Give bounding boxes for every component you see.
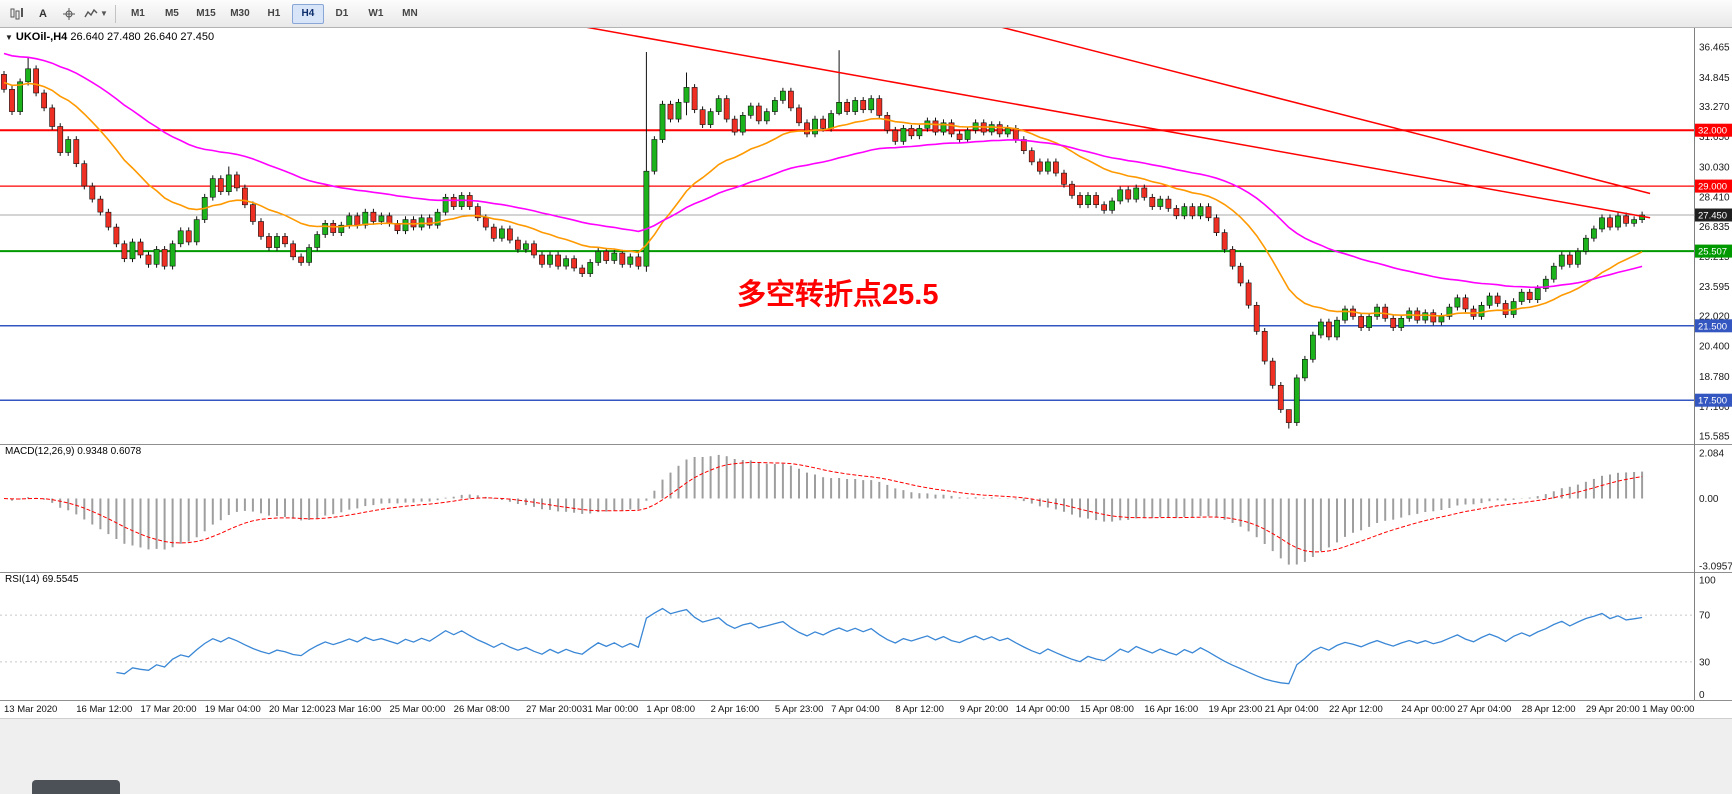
price-pane: ▼ UKOil-,H4 26.640 27.480 26.640 27.450 多… bbox=[0, 28, 1732, 444]
time-axis-label: 8 Apr 12:00 bbox=[895, 704, 944, 715]
taskbar-tab[interactable] bbox=[32, 780, 120, 794]
svg-text:30: 30 bbox=[1699, 657, 1711, 668]
svg-text:31.650: 31.650 bbox=[1699, 132, 1730, 143]
time-axis-label: 14 Apr 00:00 bbox=[1015, 704, 1070, 715]
time-axis-label: 17 Mar 20:00 bbox=[140, 704, 197, 715]
timeframe-group: M1 M5 M15 M30 H1 H4 D1 W1 MN bbox=[121, 3, 427, 24]
autoscroll-button[interactable]: A bbox=[39, 7, 47, 20]
svg-text:27.450: 27.450 bbox=[1698, 211, 1727, 222]
svg-text:30.030: 30.030 bbox=[1699, 162, 1730, 173]
time-axis-label: 15 Apr 08:00 bbox=[1080, 704, 1134, 715]
svg-text:23.595: 23.595 bbox=[1699, 282, 1730, 293]
svg-text:25.507: 25.507 bbox=[1698, 247, 1727, 258]
svg-text:70: 70 bbox=[1699, 611, 1711, 622]
time-axis[interactable]: 13 Mar 2020 16 Mar 12:00 17 Mar 20:00 19 Ma… bbox=[0, 700, 1732, 718]
macd-pane: MACD(12,26,9) 0.9348 0.6078 2.084 0.00 -3.… bbox=[0, 444, 1732, 572]
timeframe-button-m5[interactable]: M5 bbox=[164, 8, 179, 19]
time-axis-label: 2 Apr 16:00 bbox=[710, 704, 760, 715]
time-axis-label: 27 Mar 20:00 bbox=[525, 704, 582, 715]
time-axis-label: 1 Apr 08:00 bbox=[646, 704, 695, 715]
svg-text:36.465: 36.465 bbox=[1699, 43, 1730, 54]
toolbar-separator bbox=[114, 4, 116, 23]
time-axis-label: 20 Mar 12:00 bbox=[268, 704, 325, 715]
time-axis-label: 22 Apr 12:00 bbox=[1328, 704, 1383, 715]
svg-text:22.020: 22.020 bbox=[1699, 312, 1730, 323]
svg-text:18.780: 18.780 bbox=[1699, 372, 1730, 383]
rsi-chart-canvas[interactable]: 100 70 30 0 bbox=[0, 572, 1732, 700]
triangle-down-icon: ▼ bbox=[5, 33, 13, 42]
svg-text:21.500: 21.500 bbox=[1698, 321, 1727, 332]
svg-text:26.835: 26.835 bbox=[1699, 222, 1730, 233]
chart-window-icon[interactable] bbox=[5, 3, 29, 25]
svg-text:100: 100 bbox=[1699, 576, 1716, 587]
time-axis-label: 26 Mar 08:00 bbox=[453, 704, 510, 715]
ohlc-values: 26.640 27.480 26.640 27.450 bbox=[70, 31, 215, 43]
time-axis-label: 29 Apr 20:00 bbox=[1585, 704, 1640, 715]
time-axis-label: 27 Apr 04:00 bbox=[1457, 704, 1512, 715]
time-axis-label: 19 Apr 23:00 bbox=[1208, 704, 1263, 715]
time-axis-label: 7 Apr 04:00 bbox=[831, 704, 880, 715]
chevron-down-icon: ▼ bbox=[100, 9, 108, 18]
indicator-dropdown-button[interactable]: ▼ bbox=[83, 3, 109, 25]
svg-text:-3.0957: -3.0957 bbox=[1699, 562, 1732, 573]
price-chart-canvas[interactable]: 36.465 34.845 33.270 31.650 30.030 28.410 26.8… bbox=[0, 28, 1732, 444]
svg-text:20.400: 20.400 bbox=[1699, 342, 1730, 353]
time-axis-label: 31 Mar 00:00 bbox=[582, 704, 639, 715]
svg-text:15.585: 15.585 bbox=[1699, 431, 1730, 442]
time-axis-label: 5 Apr 23:00 bbox=[774, 704, 824, 715]
timeframe-button-h1[interactable]: H1 bbox=[267, 8, 281, 19]
svg-text:33.270: 33.270 bbox=[1699, 102, 1730, 113]
crosshair-icon[interactable] bbox=[57, 3, 81, 25]
time-axis-label: 21 Apr 04:00 bbox=[1264, 704, 1319, 715]
rsi-pane: RSI(14) 69.5545 100 70 30 0 bbox=[0, 572, 1732, 700]
symbol-ohlc-label: ▼ UKOil-,H4 26.640 27.480 26.640 27.450 bbox=[5, 31, 214, 43]
time-axis-label: 28 Apr 12:00 bbox=[1521, 704, 1576, 715]
time-axis-label: 13 Mar 2020 bbox=[4, 704, 58, 715]
chart-annotation-text[interactable]: 多空转折点25.5 bbox=[737, 279, 939, 311]
symbol-label: UKOil-,H4 bbox=[15, 31, 68, 43]
time-axis-label: 19 Mar 04:00 bbox=[204, 704, 261, 715]
svg-text:32.000: 32.000 bbox=[1698, 126, 1727, 137]
timeframe-button-m1[interactable]: M1 bbox=[130, 8, 145, 19]
timeframe-button-mn[interactable]: MN bbox=[402, 8, 418, 19]
bottom-strip bbox=[0, 718, 1732, 794]
svg-text:34.845: 34.845 bbox=[1699, 73, 1730, 84]
svg-text:28.410: 28.410 bbox=[1699, 193, 1730, 204]
time-axis-label: 9 Apr 20:00 bbox=[959, 704, 1009, 715]
toolbar: A ▼ M1 M5 M15 M30 H1 H4 D1 W1 MN bbox=[0, 0, 1732, 28]
time-axis-label: 16 Mar 12:00 bbox=[76, 704, 133, 715]
svg-text:29.000: 29.000 bbox=[1698, 182, 1727, 193]
svg-text:2.084: 2.084 bbox=[1699, 449, 1724, 460]
time-axis-label: 24 Apr 00:00 bbox=[1401, 704, 1456, 715]
svg-text:0: 0 bbox=[1699, 690, 1705, 700]
macd-chart-canvas[interactable]: 2.084 0.00 -3.0957 bbox=[0, 444, 1732, 572]
timeframe-button-m30[interactable]: M30 bbox=[230, 8, 250, 19]
time-axis-label: 1 May 00:00 bbox=[1642, 704, 1695, 715]
time-axis-label: 16 Apr 16:00 bbox=[1144, 704, 1199, 715]
time-axis-label: 25 Mar 00:00 bbox=[389, 704, 446, 715]
time-axis-label: 23 Mar 16:00 bbox=[325, 704, 382, 715]
timeframe-button-w1[interactable]: W1 bbox=[368, 8, 384, 19]
timeframe-button-d1[interactable]: D1 bbox=[335, 8, 349, 19]
timeframe-button-h4[interactable]: H4 bbox=[291, 4, 324, 24]
rsi-label: RSI(14) 69.5545 bbox=[5, 574, 79, 585]
svg-text:17.160: 17.160 bbox=[1699, 402, 1730, 413]
svg-text:17.500: 17.500 bbox=[1698, 396, 1727, 407]
macd-label: MACD(12,26,9) 0.9348 0.6078 bbox=[5, 446, 142, 457]
svg-text:0.00: 0.00 bbox=[1699, 494, 1719, 505]
timeframe-button-m15[interactable]: M15 bbox=[196, 8, 216, 19]
